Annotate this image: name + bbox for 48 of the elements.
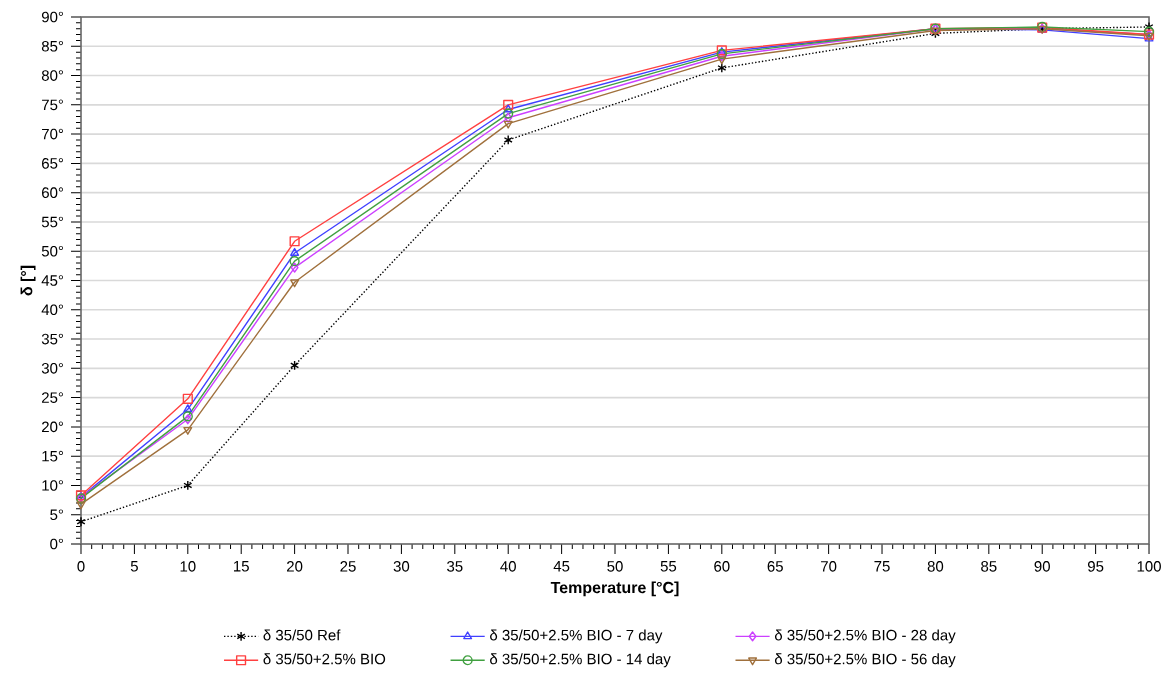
x-tick-label: 90 <box>1034 561 1050 572</box>
y-tick-label: 65° <box>42 158 64 169</box>
y-tick-label: 70° <box>42 128 64 140</box>
x-tick-label: 0 <box>77 561 85 572</box>
x-tick-label: 20 <box>287 561 303 572</box>
y-tick-label: 30° <box>41 363 64 374</box>
y-tick-label: 80° <box>41 70 64 81</box>
x-tick-label: 65 <box>767 561 783 572</box>
y-tick-label: 40° <box>41 304 64 316</box>
y-tick-label: 75° <box>42 99 64 111</box>
x-tick-label: 75 <box>874 561 890 572</box>
x-tick-label: 50 <box>607 561 623 572</box>
y-tick-label: 85° <box>41 40 64 52</box>
y-axis-title: δ [°] <box>20 265 36 296</box>
x-tick-label: 45 <box>553 561 570 572</box>
legend-label: δ 35/50+2.5% BIO - 14 day <box>490 653 671 668</box>
x-tick-label: 80 <box>927 561 944 572</box>
y-tick-label: 35° <box>41 333 64 345</box>
x-tick-label: 95 <box>1087 561 1104 572</box>
y-tick-label: 10° <box>42 480 64 491</box>
x-tick-label: 85 <box>981 561 997 572</box>
x-tick-label: 5 <box>130 561 138 572</box>
y-tick-label: 25° <box>42 392 64 403</box>
x-tick-label: 15 <box>233 561 249 572</box>
y-tick-label: 55° <box>41 216 64 228</box>
y-tick-label: 20° <box>42 421 64 433</box>
legend-label: δ 35/50 Ref <box>263 629 341 641</box>
legend-label: δ 35/50+2.5% BIO - 7 day <box>490 629 663 644</box>
y-tick-label: 5° <box>50 509 64 521</box>
y-tick-label: 45° <box>41 275 64 286</box>
x-tick-label: 55 <box>660 561 677 572</box>
x-tick-label: 25 <box>340 561 356 572</box>
y-tick-label: 0° <box>50 538 64 550</box>
legend-label: δ 35/50+2.5% BIO <box>263 653 386 665</box>
x-tick-label: 35 <box>447 561 463 572</box>
x-axis-title: Temperature [°C] <box>550 581 679 597</box>
y-tick-label: 60° <box>42 187 64 198</box>
x-tick-label: 60 <box>714 561 730 572</box>
x-tick-label: 10 <box>180 561 196 572</box>
x-tick-label: 100 <box>1137 561 1161 572</box>
y-tick-label: 90° <box>41 11 64 23</box>
x-tick-label: 30 <box>393 561 410 572</box>
x-tick-label: 70 <box>821 561 837 572</box>
y-tick-label: 50° <box>41 245 64 257</box>
legend-label: δ 35/50+2.5% BIO - 28 day <box>774 629 956 644</box>
legend-label: δ 35/50+2.5% BIO - 56 day <box>774 653 956 668</box>
x-tick-label: 40 <box>500 561 516 572</box>
y-tick-label: 15° <box>42 450 64 462</box>
